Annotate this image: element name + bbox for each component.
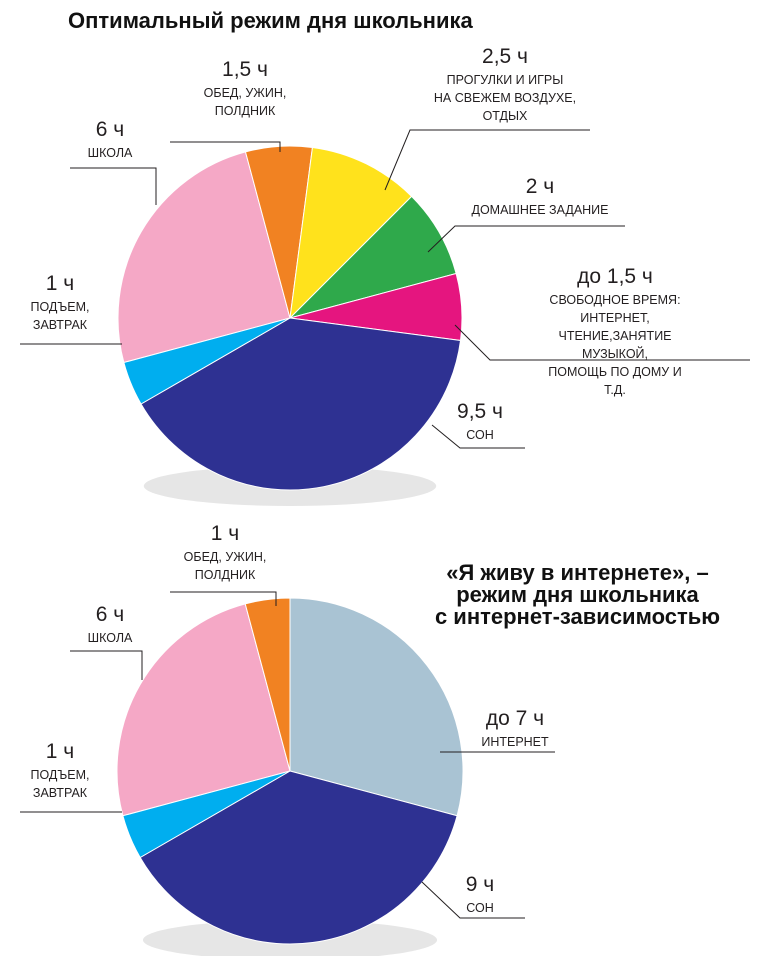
category-label: ПРОГУЛКИ И ИГРЫ НА СВЕЖЕМ ВОЗДУХЕ, ОТДЫХ	[434, 71, 576, 125]
leader-line	[428, 226, 625, 252]
category-label: ПОДЪЕМ, ЗАВТРАК	[30, 298, 89, 334]
category-label: ДОМАШНЕЕ ЗАДАНИЕ	[471, 201, 608, 219]
value-label: до 7 ч	[486, 707, 544, 731]
leader-line	[70, 651, 142, 680]
value-label: 2 ч	[526, 175, 554, 199]
category-label: ПОДЪЕМ, ЗАВТРАК	[30, 766, 89, 802]
infographic: Оптимальный режим дня школьника 6 ч ШКОЛА 1…	[0, 0, 759, 956]
category-label: ОБЕД, УЖИН, ПОЛДНИК	[184, 548, 267, 584]
value-label: 1 ч	[46, 272, 74, 296]
leader-line	[385, 130, 590, 190]
value-label: 6 ч	[96, 603, 124, 627]
category-label: ОБЕД, УЖИН, ПОЛДНИК	[204, 84, 287, 120]
value-label: до 1,5 ч	[577, 265, 653, 289]
value-label: 6 ч	[96, 118, 124, 142]
value-label: 1,5 ч	[222, 58, 268, 82]
category-label: ШКОЛА	[88, 629, 133, 647]
value-label: 1 ч	[211, 522, 239, 546]
category-label: СОН	[466, 426, 494, 444]
value-label: 1 ч	[46, 740, 74, 764]
chart-title: Оптимальный режим дня школьника	[68, 10, 473, 32]
value-label: 9,5 ч	[457, 400, 503, 424]
leader-line	[70, 168, 156, 205]
category-label: ИНТЕРНЕТ	[481, 733, 548, 751]
chart-title: «Я живу в интернете», – режим дня школьн…	[405, 562, 750, 628]
category-label: СОН	[466, 899, 494, 917]
value-label: 9 ч	[466, 873, 494, 897]
value-label: 2,5 ч	[482, 45, 528, 69]
category-label: СВОБОДНОЕ ВРЕМЯ: ИНТЕРНЕТ, ЧТЕНИЕ,ЗАНЯТИ…	[543, 291, 687, 399]
category-label: ШКОЛА	[88, 144, 133, 162]
